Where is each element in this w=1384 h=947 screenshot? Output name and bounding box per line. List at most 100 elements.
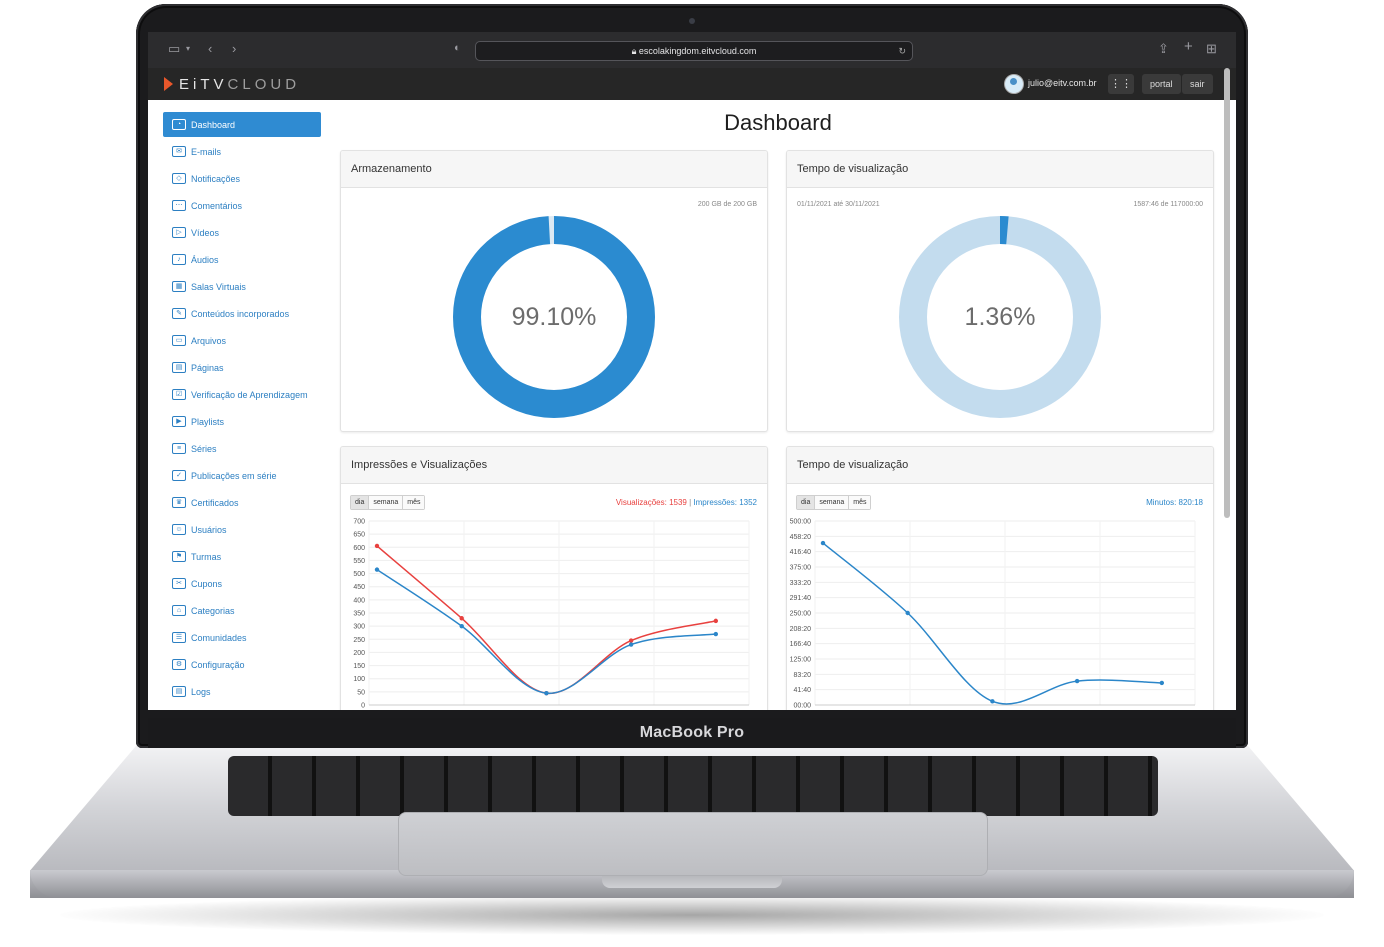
impressions-period-toggle: dia semana mês [350,495,426,510]
y-tick-label: 416:40 [790,549,812,556]
sidebar-item-label: Certificados [191,497,239,508]
logo-prefix: EiTV [179,75,228,93]
data-point [374,543,380,549]
y-tick-label: 100 [353,676,365,683]
share-icon[interactable]: ⇪ [1158,41,1169,56]
legend-impressions: Impressões: 1352 [693,498,757,507]
watch-period-month-button[interactable]: mês [849,496,871,509]
sidebar-item-label: Configuração [191,659,245,670]
y-tick-label: 458:20 [790,534,812,541]
sidebar-item-playlists[interactable]: ▶ Playlists [163,409,321,434]
watch-time-line-chart: 500:00 458:20 416:40 375:00 333:20 291:40 250:… [790,519,1196,710]
sidebar-item-configuracao[interactable]: ⚙ Configuração [163,652,321,677]
lock-icon: 🔒︎ [631,46,637,56]
sidebar-item-icon: ✓ [172,470,186,481]
y-tick-label: 150 [353,663,365,670]
sidebar-item-dashboard[interactable]: ◔ Dashboard [163,112,321,137]
period-week-button[interactable]: semana [369,496,404,509]
data-point [713,631,719,637]
sidebar-item-publicacoes-em-serie[interactable]: ✓ Publicações em série [163,463,321,488]
chevron-down-icon[interactable]: ▾ [186,44,191,53]
sidebar-item-comentarios[interactable]: ⋯ Comentários [163,193,321,218]
sidebar-item-salas-virtuais[interactable]: ▦ Salas Virtuais [163,274,321,299]
sidebar-item-paginas[interactable]: ▤ Páginas [163,355,321,380]
sidebar-item-conteudos-incorporados[interactable]: ✎ Conteúdos incorporados [163,301,321,326]
browser-toolbar: ▭ ▾ ‹ › ◐ 🔒︎ escolakingdom.eitvcloud.com… [148,32,1236,68]
back-icon[interactable]: ‹ [208,41,213,56]
sidebar-item-usuarios[interactable]: ☺ Usuários [163,517,321,542]
sidebar-item-label: Conteúdos incorporados [191,308,290,319]
sidebar-item-cupons[interactable]: ✂ Cupons [163,571,321,596]
data-point [820,540,826,546]
sidebar-item-icon: ⚑ [172,551,186,562]
series-line [376,545,716,694]
camera-icon [689,18,695,24]
logout-button[interactable]: sair [1182,74,1213,94]
sidebar-item-notificacoes[interactable]: ◇ Notificações [163,166,321,191]
watch-time-panel-title: Tempo de visualização [787,151,1213,188]
storage-donut-arc [453,216,655,418]
eitv-logo[interactable]: EiTVCLOUD [164,74,300,94]
watch-period-day-button[interactable]: dia [797,496,816,509]
sidebar-item-label: Arquivos [191,335,227,346]
storage-usage: 200 GB de 200 GB [697,201,757,208]
period-month-button[interactable]: mês [403,496,425,509]
y-tick-label: 41:40 [793,687,811,694]
sidebar-item-label: Salas Virtuais [191,281,246,292]
impressions-line-chart: 7006506005505004504003503002502001501005… [353,519,750,710]
sidebar-item-arquivos[interactable]: ▭ Arquivos [163,328,321,353]
reload-icon[interactable]: ↻ [898,46,906,56]
sidebar-item-icon: ◇ [172,173,186,184]
watch-period-week-button[interactable]: semana [815,496,850,509]
y-tick-label: 333:20 [790,580,812,587]
url-text: escolakingdom.eitvcloud.com [638,46,757,56]
y-tick-label: 350 [353,611,365,618]
sidebar-item-label: Dashboard [191,119,236,130]
sidebar-item-icon: ▷ [172,227,186,238]
sidebar-toggle-icon[interactable]: ▭ [168,41,181,56]
sidebar-item-audios[interactable]: ♪ Áudios [163,247,321,272]
sidebar-item-icon: ⚙ [172,659,186,670]
data-point [628,642,634,647]
sidebar-item-icon: ♪ [172,254,186,265]
user-email[interactable]: julio@eitv.com.br [1028,78,1097,88]
watch-time-usage: 1587:46 de 117000:00 [1133,201,1203,208]
sidebar-item-icon: ▶ [172,416,186,427]
data-point [713,618,719,624]
apps-grid-icon[interactable]: ⋮⋮ [1108,74,1134,94]
sidebar-item-e-mails[interactable]: ✉ E-mails [163,139,321,164]
y-tick-label: 00:00 [793,703,811,710]
sidebar-item-series[interactable]: ≡ Séries [163,436,321,461]
watch-time-range: 01/11/2021 até 30/11/2021 [797,201,880,208]
data-point [1159,680,1165,686]
sidebar-item-comunidades[interactable]: ☰ Comunidades [163,625,321,650]
sidebar-item-turmas[interactable]: ⚑ Turmas [163,544,321,569]
watch-time-percent: 1.36% [964,303,1036,331]
page-title: Dashboard [724,110,832,135]
sidebar-item-label: Áudios [191,254,219,265]
sidebar-item-verificacao-de-aprendizagem[interactable]: ☑ Verificação de Aprendizagem [163,382,321,407]
y-tick-label: 500 [353,571,365,578]
y-tick-label: 50 [357,689,365,696]
page-scrollbar[interactable] [1224,68,1230,518]
portal-button[interactable]: portal [1142,74,1181,94]
forward-icon[interactable]: › [232,41,237,56]
avatar[interactable] [1004,74,1024,94]
y-tick-label: 166:40 [790,641,812,648]
address-bar[interactable]: 🔒︎ escolakingdom.eitvcloud.com ↻ [475,41,913,61]
tab-overview-icon[interactable]: ⊞ [1206,41,1217,56]
sidebar-item-videos[interactable]: ▷ Vídeos [163,220,321,245]
screen-chin [148,718,1236,748]
watch-time-donut-arc [899,216,1101,418]
sidebar-item-categorias[interactable]: ⌂ Categorias [163,598,321,623]
sidebar-item-icon: ▤ [172,686,186,697]
sidebar-item-label: E-mails [191,146,222,157]
watch-chart-period-toggle: dia semana mês [796,495,872,510]
sidebar-item-logs[interactable]: ▤ Logs [163,679,321,704]
new-tab-icon[interactable]: + [1184,38,1193,55]
period-day-button[interactable]: dia [351,496,370,509]
sidebar-item-certificados[interactable]: ♛ Certificados [163,490,321,515]
screen: ▭ ▾ ‹ › ◐ 🔒︎ escolakingdom.eitvcloud.com… [148,32,1236,710]
sidebar-item-label: Usuários [191,524,227,535]
impressions-panel: Impressões e Visualizações dia semana mê… [340,446,768,710]
